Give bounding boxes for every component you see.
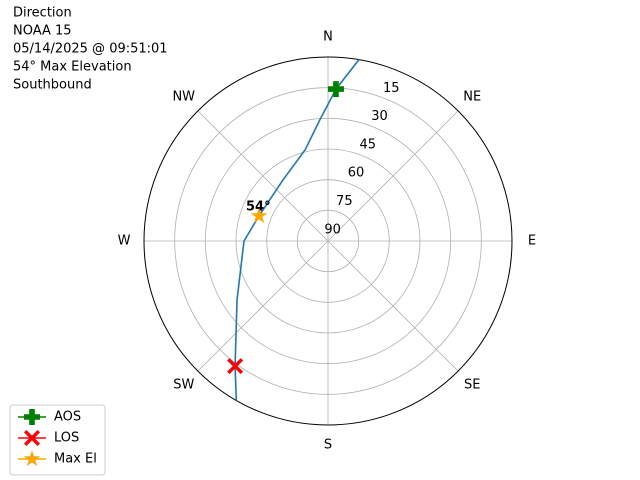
- title-line: NOAA 15: [13, 24, 72, 39]
- legend-marker: [23, 450, 41, 467]
- polar-frame: [143, 56, 513, 426]
- r-tick-label: 75: [336, 194, 353, 209]
- grid-spoke: [327, 110, 459, 242]
- track-line: [234, 59, 360, 401]
- title-line: 05/14/2025 @ 09:51:01: [13, 42, 168, 57]
- theta-tick-label: SE: [464, 378, 480, 393]
- theta-tick-label: S: [324, 438, 332, 453]
- legend-label: Max El: [54, 452, 97, 467]
- title-line: Direction: [13, 6, 72, 21]
- legend-marker: [24, 409, 40, 425]
- annotation: 54°: [246, 199, 271, 214]
- legend-marker: [24, 430, 40, 446]
- r-tick-label: 45: [360, 137, 377, 152]
- title-line: 54° Max Elevation: [13, 60, 132, 75]
- grid-spoke: [197, 110, 329, 242]
- theta-tick-label: W: [118, 234, 131, 249]
- marker: [327, 81, 344, 98]
- marker: [250, 207, 268, 223]
- theta-tick-label: NE: [463, 89, 481, 104]
- theta-tick-label: NW: [172, 89, 195, 104]
- marker: [227, 358, 244, 375]
- legend-label: LOS: [54, 431, 79, 446]
- theta-tick-label: N: [323, 30, 333, 45]
- title-line: Southbound: [13, 78, 92, 93]
- grid-spoke: [197, 240, 329, 372]
- r-tick-label: 30: [371, 109, 388, 124]
- legend-label: AOS: [54, 410, 81, 425]
- theta-tick-label: SW: [173, 378, 194, 393]
- r-tick-label: 90: [324, 222, 341, 237]
- r-tick-label: 60: [348, 166, 365, 181]
- r-tick-label: 15: [383, 81, 400, 96]
- grid-spoke: [327, 240, 459, 372]
- theta-tick-label: E: [528, 234, 536, 249]
